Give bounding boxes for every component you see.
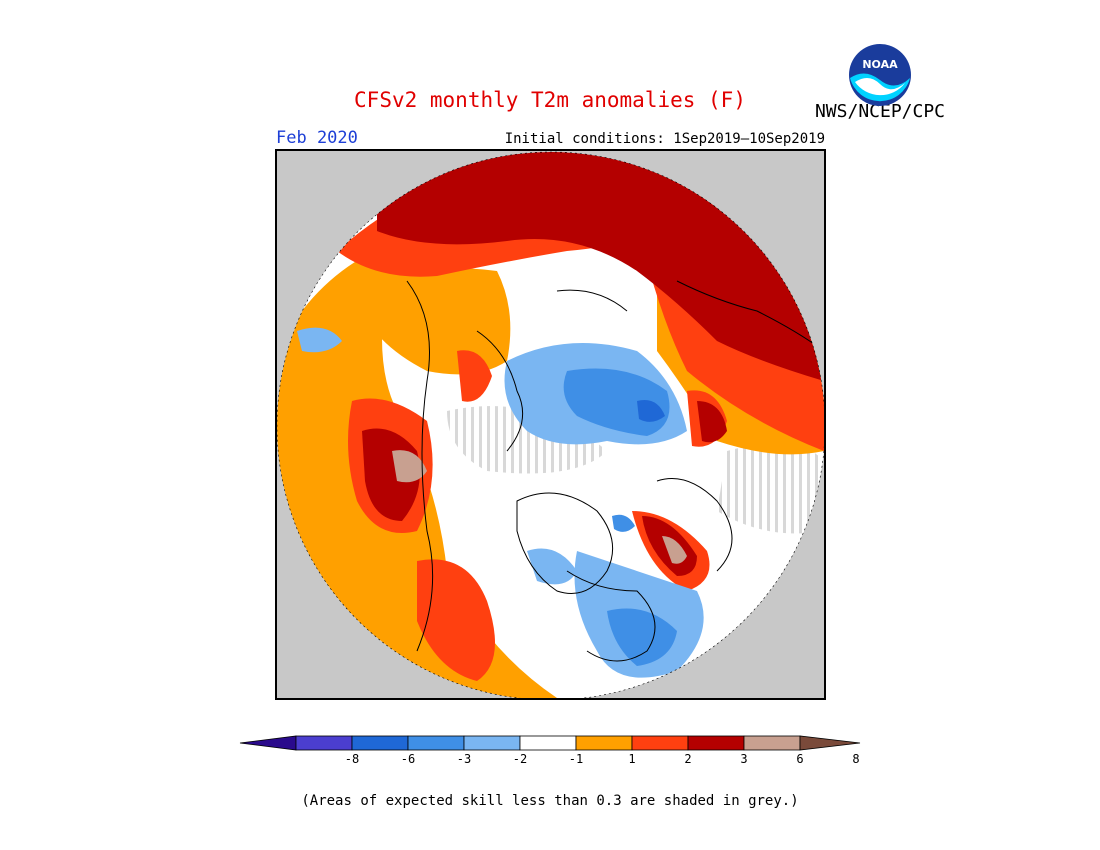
anomaly-minus3-region [637, 400, 665, 422]
legend-swatch-low-end [239, 735, 297, 751]
legend-tick-label: 3 [740, 752, 748, 766]
initial-conditions: Initial conditions: 1Sep2019–10Sep2019 [504, 131, 825, 147]
legend-swatch [463, 735, 521, 751]
anomaly-plus2-region [417, 559, 495, 681]
legend-tick-label: -8 [344, 752, 360, 766]
legend-tick-label: 2 [684, 752, 692, 766]
anomaly-minus2-region [612, 514, 635, 532]
anomaly-field [277, 152, 824, 698]
legend-tick-label: 8 [852, 752, 860, 766]
legend-tick-label: -3 [456, 752, 472, 766]
legend-tick-label: -6 [400, 752, 416, 766]
anomaly-plus6-region [662, 536, 687, 564]
anomaly-minus2-region [607, 608, 677, 666]
legend-swatch [295, 735, 353, 751]
noaa-logo-text: NOAA [862, 58, 898, 71]
anomaly-plus1-region [337, 267, 511, 375]
legend-tick-label: -2 [512, 752, 528, 766]
legend-tick-label: 6 [796, 752, 804, 766]
anomaly-plus2-region [457, 350, 492, 402]
footnote: (Areas of expected skill less than 0.3 a… [301, 793, 799, 809]
anomaly-plus3-region [697, 401, 727, 443]
color-legend [238, 733, 862, 753]
polar-map [275, 149, 826, 700]
low-skill-area [447, 406, 607, 474]
legend-swatch [351, 735, 409, 751]
coastlines [406, 280, 824, 662]
legend-swatch [407, 735, 465, 751]
legend-tick-label: 1 [628, 752, 636, 766]
legend-swatch [687, 735, 745, 751]
anomaly-plus6-region [392, 450, 427, 483]
forecast-period: Feb 2020 [276, 128, 358, 148]
legend-swatch [631, 735, 689, 751]
low-skill-area [717, 443, 824, 534]
legend-swatch [575, 735, 633, 751]
anomaly-minus1-region [297, 327, 342, 353]
legend-swatch [743, 735, 801, 751]
anomaly-plus3-region [377, 152, 824, 381]
legend-swatch-high-end [799, 735, 861, 751]
organization-label: NWS/NCEP/CPC [814, 101, 946, 122]
map-title: CFSv2 monthly T2m anomalies (F) [354, 88, 746, 112]
legend-tick-label: -1 [568, 752, 584, 766]
legend-swatch [519, 735, 577, 751]
noaa-logo: NOAA [847, 42, 913, 108]
